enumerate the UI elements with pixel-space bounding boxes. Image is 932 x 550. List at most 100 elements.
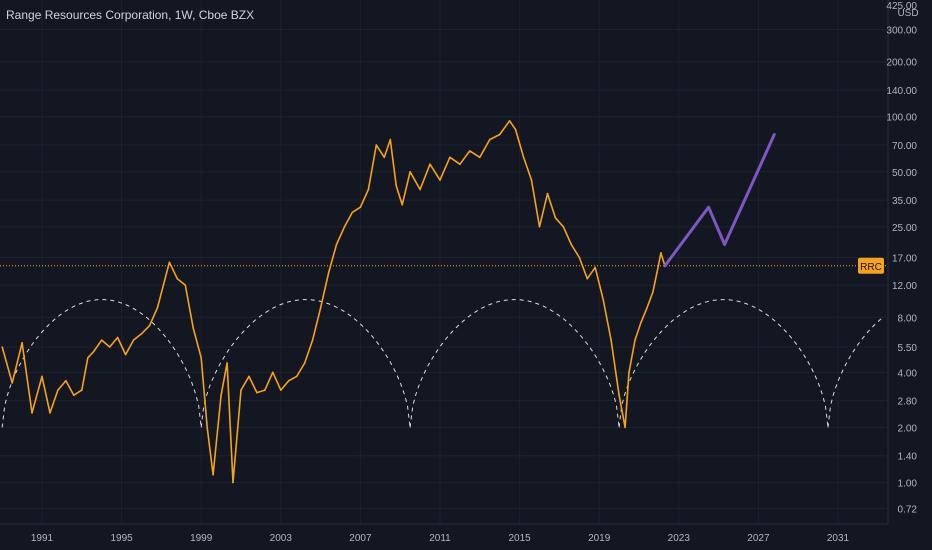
price-point <box>264 389 266 391</box>
price-point <box>226 362 228 364</box>
price-point <box>367 188 370 191</box>
time-tick-label: 2031 <box>827 533 850 544</box>
price-point <box>375 144 378 146</box>
price-point <box>508 120 511 122</box>
price-point <box>351 211 354 214</box>
price-point <box>628 371 630 374</box>
price-point <box>280 389 282 391</box>
price-point <box>656 272 658 274</box>
price-point <box>488 138 491 141</box>
price-point <box>409 171 411 173</box>
currency-label: USD <box>897 8 918 19</box>
price-series <box>1 120 666 484</box>
price-point <box>634 339 636 341</box>
cycle-arcs <box>1 299 884 428</box>
price-point <box>21 342 23 344</box>
price-point <box>652 291 654 293</box>
price-point <box>108 346 111 348</box>
price-point <box>449 156 451 159</box>
price-tick-label: 8.00 <box>898 313 918 324</box>
price-axis[interactable]: 425.00 300.00 200.00 140.00 100.00 70.00 50.00… <box>886 1 917 516</box>
price-point <box>116 336 119 339</box>
price-point <box>176 277 179 280</box>
cycle-arc <box>200 299 411 428</box>
price-point <box>640 321 642 324</box>
price-badge-label: RRC <box>860 262 882 273</box>
price-point <box>192 327 194 329</box>
price-point <box>212 474 214 476</box>
price-point <box>530 179 533 181</box>
price-point <box>646 307 648 309</box>
price-point <box>538 226 541 228</box>
price-tick-label: 4.00 <box>898 368 918 379</box>
price-point <box>395 184 398 187</box>
price-tick-label: 425.00 <box>886 1 917 12</box>
price-point <box>140 333 143 335</box>
price-tick-label: 2.00 <box>898 423 918 434</box>
price-point <box>343 226 346 228</box>
price-point <box>87 357 89 359</box>
price-point <box>92 350 95 353</box>
price-point <box>610 339 612 341</box>
price-tick-label: 1.40 <box>898 452 918 463</box>
price-point <box>439 179 441 181</box>
price-point <box>429 163 431 165</box>
price-point <box>562 226 565 228</box>
time-tick-label: 2027 <box>747 533 770 544</box>
price-tick-label: 2.80 <box>898 397 918 408</box>
price-point <box>624 426 626 429</box>
cycle-arc <box>827 317 884 428</box>
price-badge-background <box>858 257 884 274</box>
price-point <box>570 243 573 246</box>
price-point <box>479 156 481 159</box>
cycle-arc <box>409 299 620 428</box>
price-point <box>594 266 596 269</box>
price-tick-label: 50.00 <box>892 168 917 179</box>
projection-line <box>663 133 776 268</box>
price-point <box>184 284 187 286</box>
price-tick-label: 70.00 <box>892 141 917 152</box>
price-point <box>41 375 43 378</box>
price-point <box>31 412 33 414</box>
price-point <box>132 339 135 341</box>
price-point <box>389 138 392 141</box>
price-point <box>65 379 67 382</box>
price-point <box>81 389 83 391</box>
price-point <box>57 389 59 391</box>
grid <box>0 0 888 524</box>
price-point <box>206 426 208 429</box>
price-point <box>359 206 362 208</box>
price-point <box>401 204 404 206</box>
price-tick-label: 200.00 <box>886 58 917 69</box>
price-point <box>100 339 103 341</box>
price-point <box>660 252 662 254</box>
time-tick-label: 2011 <box>429 533 451 544</box>
time-tick-label: 1999 <box>190 533 213 544</box>
price-point <box>586 277 589 280</box>
price-tick-label: 300.00 <box>886 26 917 37</box>
price-point <box>602 298 604 301</box>
time-tick-label: 1991 <box>31 533 54 544</box>
price-point <box>1 346 3 348</box>
price-point <box>554 217 557 219</box>
time-axis[interactable]: 1991 1995 1999 2003 2007 2011 2015 2019 2023 2027… <box>31 533 850 544</box>
price-point <box>156 307 159 309</box>
price-point <box>240 389 242 391</box>
projection-series <box>663 133 776 268</box>
price-point <box>220 394 222 397</box>
price-point <box>168 261 171 264</box>
price-tick-label: 25.00 <box>892 223 917 234</box>
price-point <box>49 412 51 414</box>
price-point <box>295 375 298 378</box>
price-tick-label: 1.00 <box>898 478 918 489</box>
price-point <box>335 243 338 246</box>
price-point <box>272 371 274 374</box>
price-point <box>327 272 330 274</box>
price-point <box>73 394 75 397</box>
price-point <box>618 394 620 397</box>
price-point <box>311 339 314 341</box>
time-tick-label: 2015 <box>508 533 531 544</box>
price-tick-label: 5.50 <box>898 343 918 354</box>
